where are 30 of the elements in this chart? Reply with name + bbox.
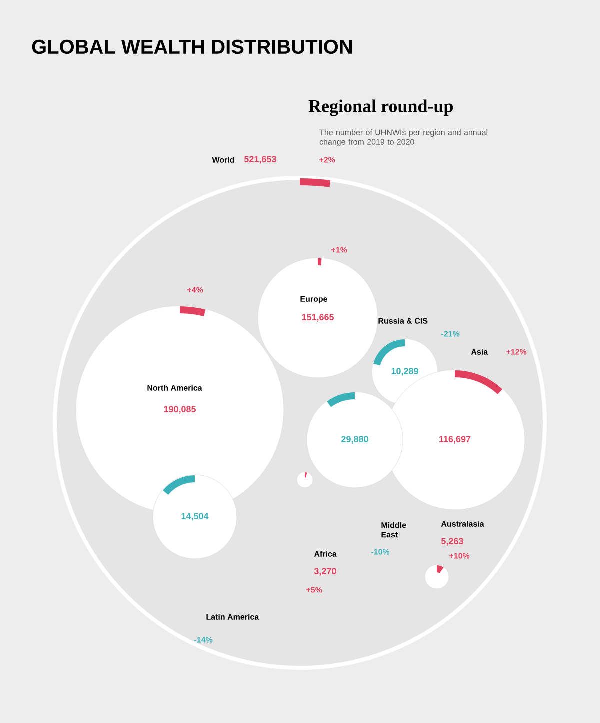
category-label: Latin America — [206, 614, 260, 620]
data-label: 190,085 — [164, 406, 196, 414]
category-label: Asia — [471, 349, 488, 355]
data-label: +12% — [506, 349, 527, 355]
category-label: North America — [148, 385, 202, 391]
category-label: World — [212, 157, 234, 163]
data-label: +4% — [188, 287, 204, 293]
text: Regional round-up — [308, 100, 454, 116]
category-label: Africa — [314, 551, 337, 557]
data-label: -10% — [372, 549, 390, 555]
data-label: 14,504 — [182, 513, 209, 521]
data-label: 5,263 — [441, 538, 464, 546]
category-label: Europe — [300, 296, 328, 304]
category-label: Australasia — [441, 521, 484, 527]
data-label: 151,665 — [302, 314, 334, 322]
data-label: 116,697 — [440, 436, 471, 444]
data-label: -21% — [442, 331, 460, 337]
data-label: 3,270 — [314, 568, 336, 576]
text: GLOBAL WEALTH DISTRIBUTION — [32, 40, 352, 54]
text: The number of UHNWIs per region and annual change from 2019 to 2020 — [320, 130, 488, 146]
data-label: 29,880 — [342, 436, 368, 444]
category-label: Russia & CIS — [378, 318, 428, 324]
data-label: 521,653 — [244, 156, 276, 164]
data-label: 10,289 — [392, 368, 418, 376]
category-label: Middle East — [382, 522, 406, 538]
data-label: +5% — [306, 587, 322, 593]
data-label: +1% — [332, 247, 348, 253]
data-label: +10% — [450, 553, 470, 559]
data-label: -14% — [194, 637, 213, 643]
data-label: +2% — [320, 157, 336, 163]
